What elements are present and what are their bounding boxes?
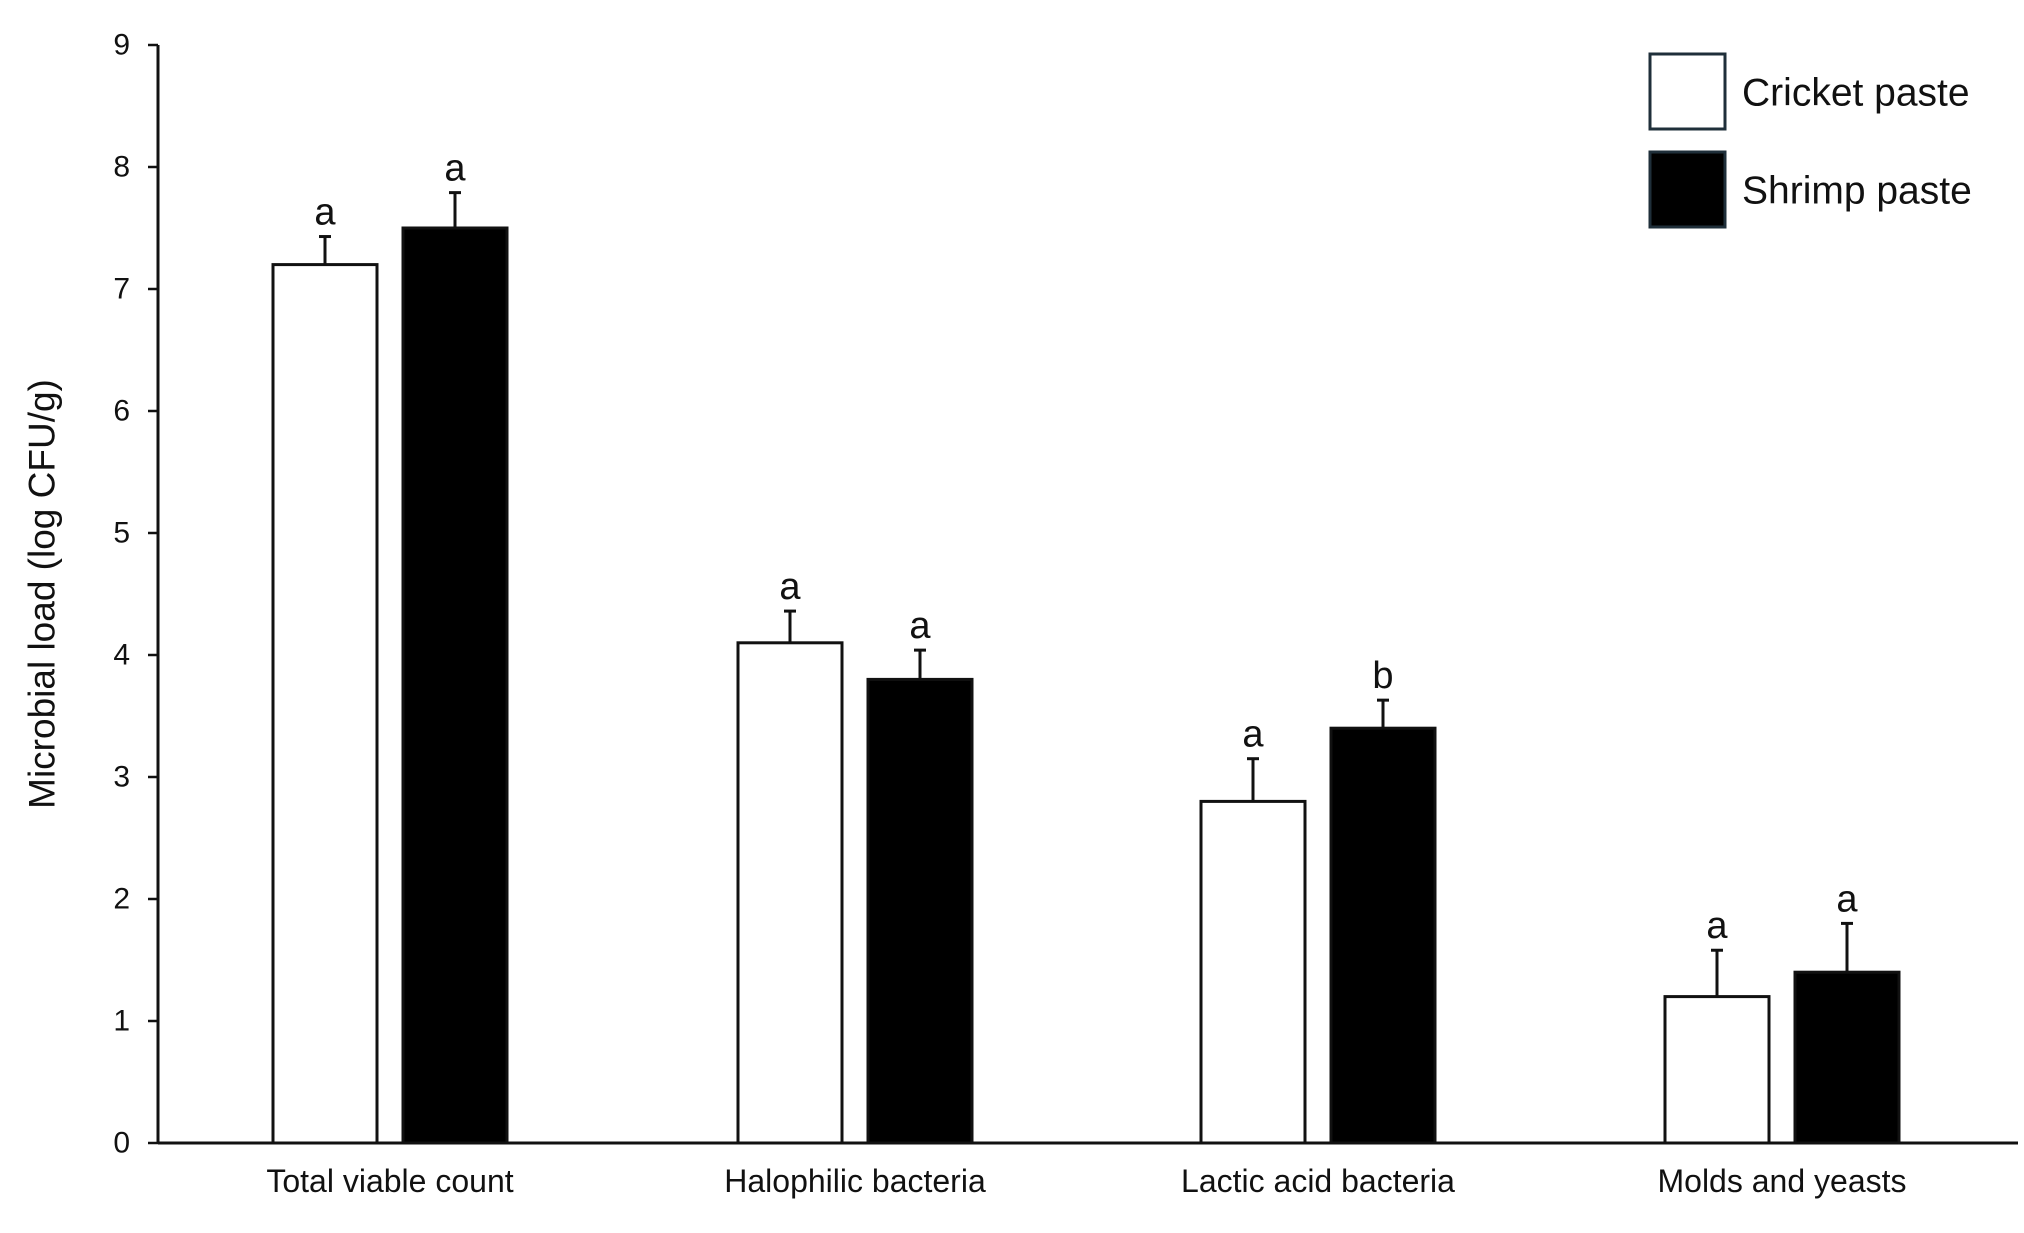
bar-shrimp-1 [866, 677, 974, 1145]
y-tick-label: 0 [113, 1127, 130, 1160]
category-label: Molds and yeasts [1657, 1163, 1906, 1199]
significance-labels: a a a a a b a a [314, 148, 1858, 948]
bar-shrimp-0 [401, 226, 509, 1145]
significance-label: a [1242, 714, 1264, 756]
bar-cricket-0 [271, 263, 379, 1145]
bar-shrimp-2 [1329, 726, 1437, 1145]
significance-label: b [1372, 655, 1393, 697]
significance-label: a [444, 148, 466, 190]
legend-swatch-shrimp [1648, 150, 1727, 229]
legend-label: Shrimp paste [1742, 170, 1972, 213]
bar-cricket-3 [1663, 995, 1771, 1145]
significance-label: a [1836, 878, 1858, 920]
y-tick-label: 7 [113, 273, 130, 306]
y-tick-label: 1 [113, 1005, 130, 1038]
category-label: Lactic acid bacteria [1181, 1163, 1455, 1199]
bar-cricket-1 [736, 641, 844, 1145]
y-tick-label: 6 [113, 395, 130, 428]
bar-cricket-2 [1199, 799, 1307, 1145]
category-label: Halophilic bacteria [724, 1163, 986, 1199]
category-label: Total viable count [266, 1163, 513, 1199]
legend-swatch-cricket [1648, 52, 1727, 131]
y-axis-title-group: Microbial load (log CFU/g) [22, 379, 63, 809]
significance-label: a [779, 566, 801, 608]
y-tick-label: 4 [113, 639, 130, 672]
legend: Cricket paste Shrimp paste [1648, 52, 1972, 229]
y-axis-ticks: 0 1 2 3 4 5 6 7 8 9 [113, 29, 158, 1160]
y-axis-title: Microbial load (log CFU/g) [22, 379, 63, 809]
category-labels: Total viable count Halophilic bacteria Lac… [266, 1163, 1906, 1199]
significance-label: a [314, 192, 336, 234]
bars [271, 226, 1901, 1145]
significance-label: a [1706, 905, 1728, 947]
legend-label: Cricket paste [1742, 72, 1970, 115]
y-tick-label: 2 [113, 883, 130, 916]
significance-label: a [909, 605, 931, 647]
error-bars [319, 191, 1853, 997]
axes [156, 45, 2018, 1145]
bar-shrimp-3 [1793, 970, 1901, 1145]
y-tick-label: 9 [113, 29, 130, 62]
y-tick-label: 3 [113, 761, 130, 794]
y-tick-label: 5 [113, 517, 130, 550]
y-tick-label: 8 [113, 151, 130, 184]
